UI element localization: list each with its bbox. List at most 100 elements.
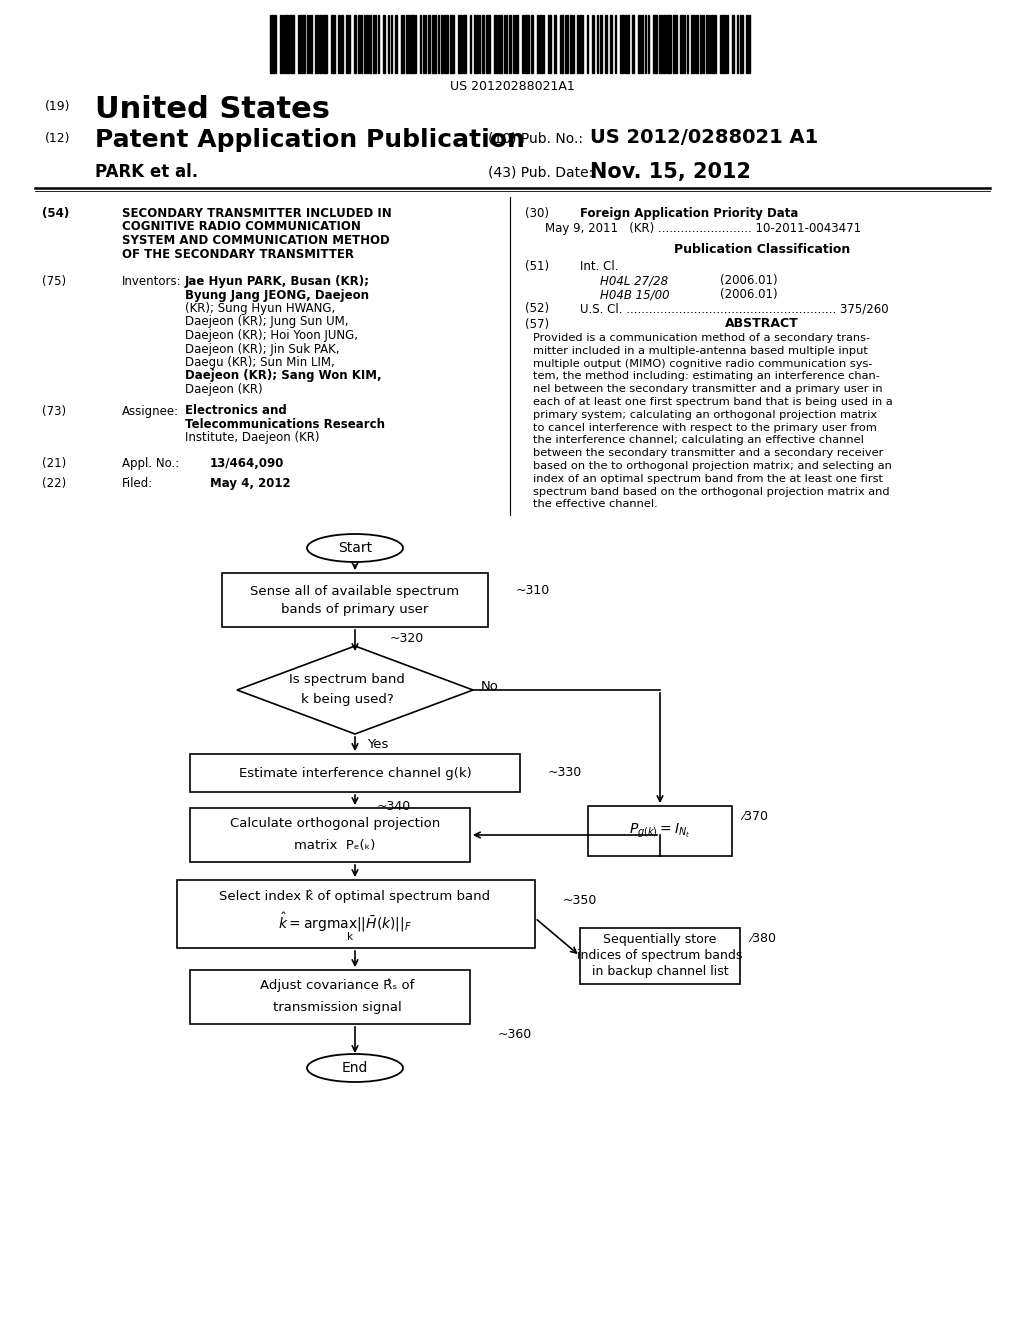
- Text: (73): (73): [42, 404, 67, 417]
- Bar: [605, 15, 607, 73]
- Text: $\hat{k} = \mathrm{argmax}||\bar{H}(k)||_F$: $\hat{k} = \mathrm{argmax}||\bar{H}(k)||…: [278, 911, 412, 933]
- Bar: [406, 15, 409, 73]
- Bar: [659, 15, 662, 73]
- Bar: [600, 15, 602, 73]
- Bar: [410, 15, 414, 73]
- Text: Daejeon (KR): Daejeon (KR): [185, 383, 262, 396]
- Text: $P_{g(k)} = I_{N_t}$: $P_{g(k)} = I_{N_t}$: [630, 822, 691, 840]
- Bar: [401, 15, 404, 73]
- Text: the interference channel; calculating an effective channel: the interference channel; calculating an…: [534, 436, 864, 445]
- Bar: [298, 15, 301, 73]
- Bar: [338, 15, 340, 73]
- Text: (75): (75): [42, 275, 67, 288]
- Text: each of at least one first spectrum band that is being used in a: each of at least one first spectrum band…: [534, 397, 893, 407]
- Text: Daejeon (KR); Sang Won KIM,: Daejeon (KR); Sang Won KIM,: [185, 370, 382, 383]
- Bar: [554, 15, 556, 73]
- Bar: [290, 15, 294, 73]
- Text: Byung Jang JEONG, Daejeon: Byung Jang JEONG, Daejeon: [185, 289, 369, 301]
- Text: mitter included in a multiple-antenna based multiple input: mitter included in a multiple-antenna ba…: [534, 346, 868, 356]
- Bar: [653, 15, 657, 73]
- Text: H04L 27/28: H04L 27/28: [600, 275, 668, 286]
- Text: (10) Pub. No.:: (10) Pub. No.:: [488, 132, 583, 147]
- Text: Adjust covariance R̂ₛ of: Adjust covariance R̂ₛ of: [260, 978, 414, 991]
- Text: k being used?: k being used?: [301, 693, 393, 706]
- Text: Daejeon (KR); Jung Sun UM,: Daejeon (KR); Jung Sun UM,: [185, 315, 348, 329]
- Text: ABSTRACT: ABSTRACT: [725, 317, 799, 330]
- Bar: [700, 15, 702, 73]
- Bar: [746, 15, 748, 73]
- Text: nel between the secondary transmitter and a primary user in: nel between the secondary transmitter an…: [534, 384, 883, 395]
- Bar: [641, 15, 643, 73]
- Bar: [663, 15, 666, 73]
- Text: No: No: [481, 680, 499, 693]
- Text: Provided is a communication method of a secondary trans-: Provided is a communication method of a …: [534, 333, 870, 343]
- Bar: [190, 808, 470, 862]
- Text: (30): (30): [525, 207, 549, 220]
- Text: Foreign Application Priority Data: Foreign Application Priority Data: [580, 207, 799, 220]
- Bar: [691, 15, 694, 73]
- Text: Appl. No.:: Appl. No.:: [122, 457, 179, 470]
- Text: (19): (19): [45, 100, 71, 114]
- Text: Sense all of available spectrum: Sense all of available spectrum: [251, 585, 460, 598]
- Bar: [570, 15, 572, 73]
- Text: index of an optimal spectrum band from the at least one first: index of an optimal spectrum band from t…: [534, 474, 883, 484]
- Bar: [190, 754, 520, 792]
- Text: (KR); Sung Hyun HWANG,: (KR); Sung Hyun HWANG,: [185, 302, 335, 315]
- Bar: [366, 15, 368, 73]
- Bar: [285, 15, 289, 73]
- Bar: [323, 15, 327, 73]
- Bar: [270, 15, 274, 73]
- Bar: [711, 15, 714, 73]
- Text: PARK et al.: PARK et al.: [95, 162, 198, 181]
- Text: in backup channel list: in backup channel list: [592, 965, 728, 978]
- Text: United States: United States: [95, 95, 330, 124]
- Bar: [509, 15, 511, 73]
- Text: Estimate interference channel g(k): Estimate interference channel g(k): [239, 767, 471, 780]
- Bar: [482, 15, 484, 73]
- Polygon shape: [237, 645, 473, 734]
- Bar: [358, 15, 360, 73]
- Bar: [695, 15, 698, 73]
- Text: (51): (51): [525, 260, 549, 273]
- Bar: [537, 15, 539, 73]
- Text: ⁄380: ⁄380: [750, 932, 776, 945]
- Text: Filed:: Filed:: [122, 477, 154, 490]
- Bar: [560, 15, 563, 73]
- Text: OF THE SECONDARY TRANSMITTER: OF THE SECONDARY TRANSMITTER: [122, 248, 354, 260]
- Bar: [463, 15, 466, 73]
- Bar: [177, 880, 535, 948]
- Bar: [723, 15, 726, 73]
- Bar: [667, 15, 671, 73]
- Text: between the secondary transmitter and a secondary receiver: between the secondary transmitter and a …: [534, 449, 884, 458]
- Bar: [315, 15, 318, 73]
- Text: (57): (57): [525, 318, 549, 331]
- Text: Daegu (KR); Sun Min LIM,: Daegu (KR); Sun Min LIM,: [185, 356, 335, 370]
- Bar: [444, 15, 449, 73]
- Text: (22): (22): [42, 477, 67, 490]
- Bar: [577, 15, 579, 73]
- Bar: [565, 15, 568, 73]
- Bar: [706, 15, 708, 73]
- Text: Select index k̂ of optimal spectrum band: Select index k̂ of optimal spectrum band: [219, 890, 490, 903]
- Bar: [331, 15, 335, 73]
- Text: (43) Pub. Date:: (43) Pub. Date:: [488, 166, 593, 180]
- Text: ~360: ~360: [498, 1028, 532, 1041]
- Text: Sequentially store: Sequentially store: [603, 933, 717, 946]
- Bar: [494, 15, 497, 73]
- Text: Daejeon (KR); Jin Suk PAK,: Daejeon (KR); Jin Suk PAK,: [185, 342, 340, 355]
- Text: Patent Application Publication: Patent Application Publication: [95, 128, 525, 152]
- Text: ~310: ~310: [516, 585, 550, 598]
- Bar: [580, 928, 740, 983]
- Bar: [525, 15, 529, 73]
- Text: (54): (54): [42, 207, 70, 220]
- Bar: [441, 15, 443, 73]
- Text: H04B 15/00: H04B 15/00: [600, 288, 670, 301]
- Bar: [531, 15, 534, 73]
- Text: the effective channel.: the effective channel.: [534, 499, 657, 510]
- Text: tem, the method including: estimating an interference chan-: tem, the method including: estimating an…: [534, 371, 880, 381]
- Text: Publication Classification: Publication Classification: [674, 243, 850, 256]
- Text: ⁄370: ⁄370: [742, 810, 768, 822]
- Text: Inventors:: Inventors:: [122, 275, 181, 288]
- Text: (21): (21): [42, 457, 67, 470]
- Text: Telecommunications Research: Telecommunications Research: [185, 418, 385, 432]
